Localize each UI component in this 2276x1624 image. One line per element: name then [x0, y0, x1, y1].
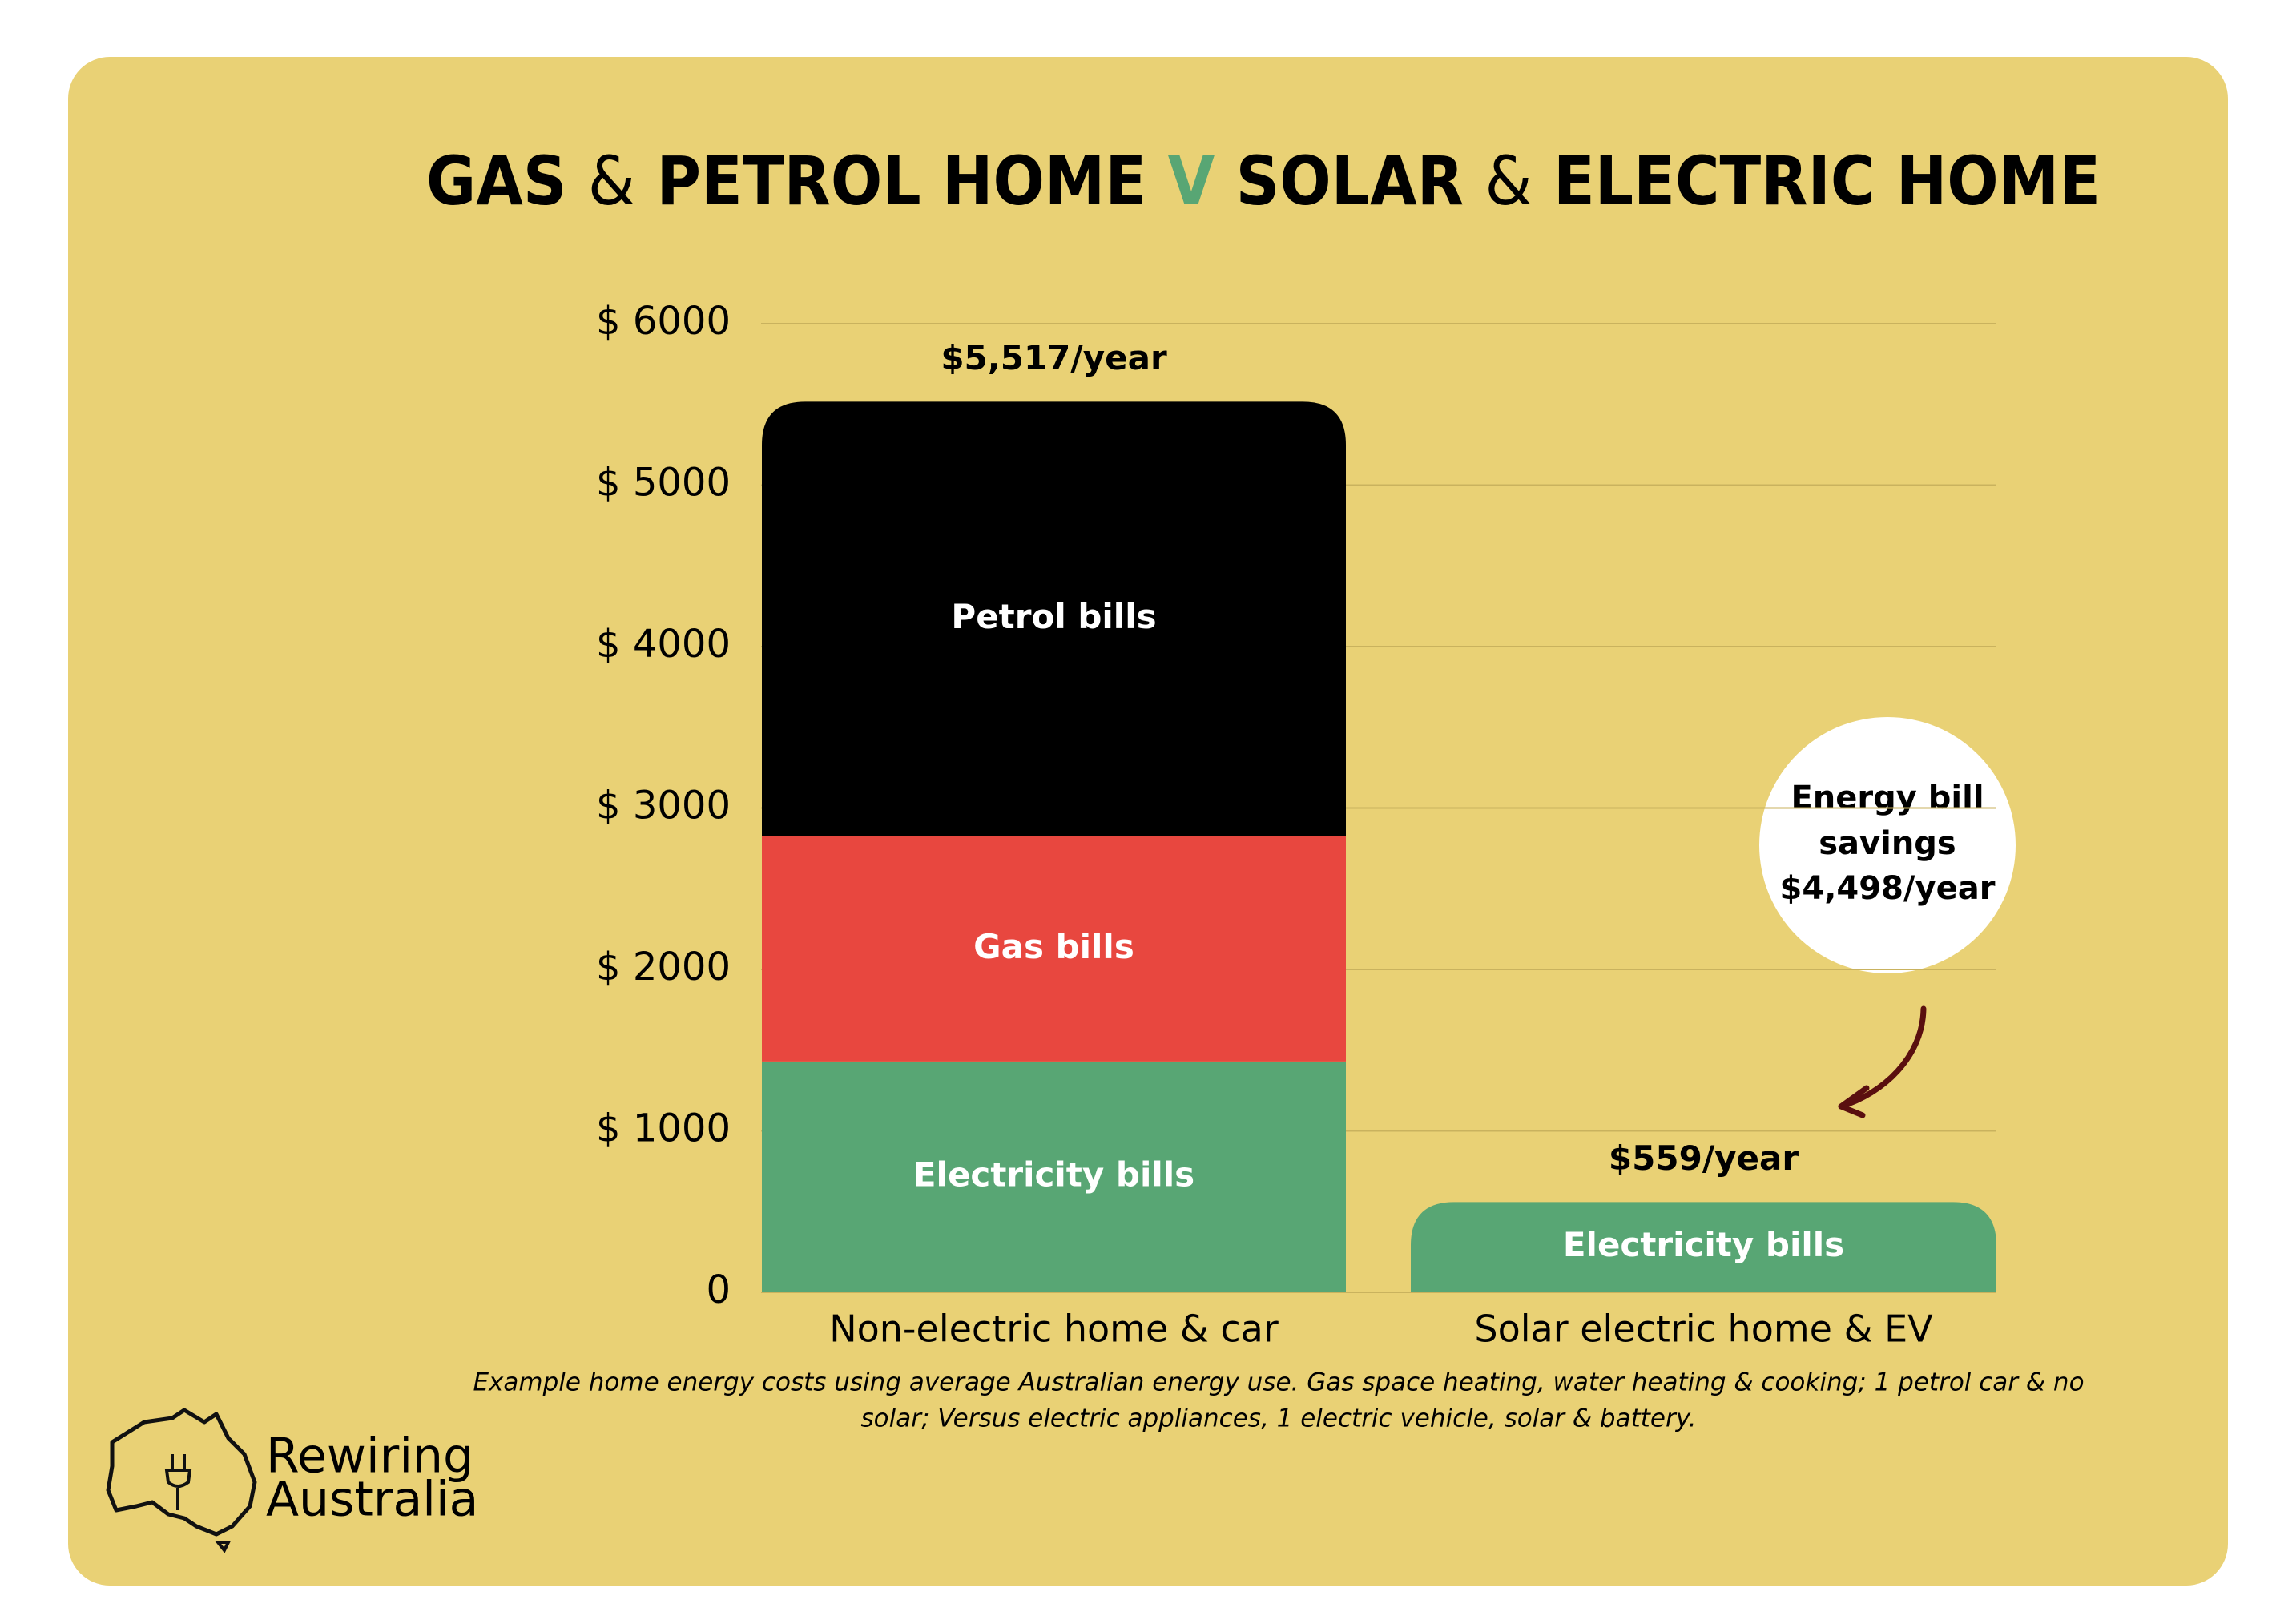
logo-text: Rewiring	[266, 1429, 473, 1485]
y-tick-label: $ 6000	[596, 299, 731, 344]
segment-label: Petrol bills	[951, 597, 1156, 636]
total-label: $559/year	[1609, 1138, 1799, 1178]
arrow	[1838, 1005, 1927, 1110]
arrow-head	[1838, 1085, 1870, 1118]
x-tick-label: Solar electric home & EV	[1474, 1308, 1933, 1351]
segment-label: Gas bills	[973, 927, 1134, 966]
logo: Rewiring Australia	[106, 1408, 478, 1553]
bar-segment	[762, 401, 1346, 836]
bar-segment	[1411, 1202, 1996, 1292]
title-part: ELECTRIC HOME	[1553, 142, 2101, 220]
total-label: $5,517/year	[941, 338, 1167, 377]
title-part: &	[1484, 142, 1532, 220]
footnote: solar; Versus electric appliances, 1 ele…	[860, 1404, 1696, 1433]
logo-map	[106, 1408, 257, 1537]
title-part: PETROL HOME	[656, 142, 1146, 220]
x-tick-label: Non-electric home & car	[829, 1308, 1279, 1351]
footnote: Example home energy costs using average …	[473, 1368, 2084, 1397]
logo-map	[214, 1541, 232, 1553]
annotation: savings	[1819, 825, 1956, 862]
y-tick-label: $ 4000	[596, 622, 731, 667]
annotation: Energy bill	[1791, 780, 1984, 816]
segment-label: Electricity bills	[913, 1155, 1194, 1194]
y-tick-label: $ 3000	[596, 784, 731, 828]
annotation: $4,498/year	[1780, 870, 1996, 907]
bar-segment	[762, 836, 1346, 1062]
title-part: GAS	[426, 142, 567, 220]
y-tick-label: $ 5000	[596, 461, 731, 506]
y-tick-label: 0	[706, 1267, 731, 1312]
annotation-bubble	[1759, 717, 2016, 973]
title-part: SOLAR	[1236, 142, 1464, 220]
title-part: &	[588, 142, 635, 220]
segment-label: Electricity bills	[1563, 1225, 1844, 1264]
title-part: V	[1168, 142, 1215, 220]
logo-text: Australia	[266, 1472, 478, 1528]
chart-title: GAS & PETROL HOME V SOLAR & ELECTRIC HOM…	[426, 142, 2101, 220]
y-tick-label: $ 1000	[596, 1106, 731, 1151]
logo-plug	[164, 1454, 192, 1510]
bar-segment	[762, 1061, 1346, 1292]
y-tick-label: $ 2000	[596, 945, 731, 989]
